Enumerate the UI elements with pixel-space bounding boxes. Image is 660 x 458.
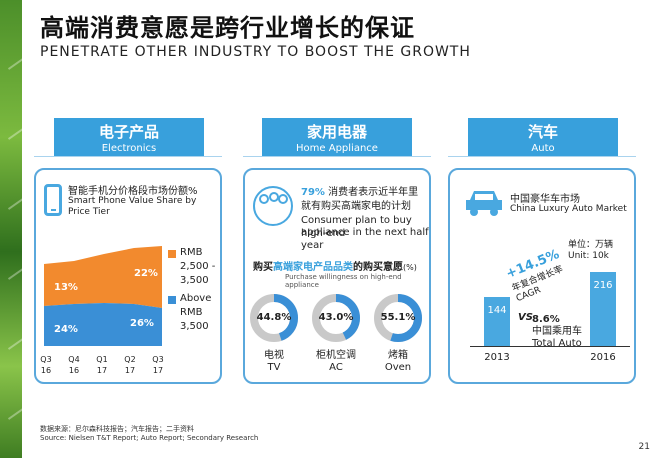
donut-charts bbox=[250, 294, 422, 342]
legend-mid-label: RMB 2,500 - 3,500 bbox=[180, 247, 216, 286]
page-title: 高端消费意愿是跨行业增长的保证 bbox=[40, 14, 415, 42]
electronics-header: 电子产品 Electronics bbox=[54, 118, 204, 156]
auto-chart-title-en: China Luxury Auto Market bbox=[510, 204, 627, 214]
auto-panel: 中国豪华车市场 China Luxury Auto Market 单位：万辆 Un… bbox=[448, 168, 636, 384]
area-chart bbox=[44, 246, 162, 346]
willingness-question-en: Purchase willingness on high-end applian… bbox=[285, 273, 402, 289]
donut-label-ac: 柜机空调 AC bbox=[316, 350, 356, 373]
electronics-header-cn: 电子产品 bbox=[98, 123, 159, 141]
donut-value-ac: 43.0% bbox=[318, 312, 354, 323]
donut-label-oven: 烤箱 Oven bbox=[384, 350, 412, 373]
car-icon bbox=[466, 191, 502, 216]
home-appliance-panel: 79% 消费者表示近半年里 就有购买高端家电的计划 Consumer plan … bbox=[243, 168, 431, 384]
home-appliance-header: 家用电器 Home Appliance bbox=[262, 118, 412, 156]
home-header-en: Home Appliance bbox=[296, 143, 378, 154]
donut-fill-tv bbox=[250, 294, 298, 342]
x-tick: Q1 17 bbox=[96, 355, 108, 375]
unit-label: 单位：万辆 Unit: 10k bbox=[568, 240, 614, 261]
electronics-panel: 智能手机分价格段市场份额% Smart Phone Value Share by… bbox=[34, 168, 222, 384]
electronics-chart-title-cn: 智能手机分价格段市场份额% bbox=[68, 186, 198, 197]
source-en: Source: Nielsen T&T Report; Auto Report;… bbox=[40, 434, 259, 442]
area-high-tier bbox=[44, 303, 162, 346]
donut-value-oven: 55.1% bbox=[380, 312, 416, 323]
survey-line-2: 就有购买高端家电的计划 bbox=[301, 201, 411, 212]
vs-label: VS bbox=[518, 312, 533, 323]
electronics-header-en: Electronics bbox=[101, 143, 157, 154]
legend-high-swatch bbox=[168, 296, 176, 304]
donut-fill-oven bbox=[374, 294, 422, 342]
high-end-label: 26% bbox=[130, 318, 154, 329]
donut-value-tv: 44.8% bbox=[256, 312, 292, 323]
auto-header: 汽车 Auto bbox=[468, 118, 618, 156]
bar-value-2016: 216 bbox=[593, 280, 613, 291]
legend-high-label: Above RMB 3,500 bbox=[180, 293, 212, 332]
electronics-chart-title-en: Smart Phone Value Share by Price Tier bbox=[68, 196, 197, 217]
willingness-question-cn: 购买高端家电产品品类的购买意愿(%) bbox=[253, 262, 417, 273]
cagr-label: +14.5% 年复合增长率 CAGR bbox=[504, 247, 565, 305]
mid-end-label: 22% bbox=[134, 268, 158, 279]
total-auto-label: 8.6% 中国乘用车 Total Auto bbox=[532, 314, 582, 349]
bar-value-2013: 144 bbox=[487, 304, 507, 316]
survey-line-4: appliance in the next half year bbox=[301, 227, 429, 251]
x-tick: Q2 17 bbox=[124, 355, 136, 375]
auto-header-en: Auto bbox=[531, 143, 555, 154]
home-header-cn: 家用电器 bbox=[306, 123, 367, 141]
bar-year-2013: 2013 bbox=[484, 352, 510, 363]
bar-2013 bbox=[484, 296, 510, 346]
x-tick: Q3 17 bbox=[152, 355, 164, 375]
high-start-label: 24% bbox=[54, 324, 78, 335]
survey-line-3: Consumer plan to buy high-end bbox=[301, 215, 412, 239]
consumers-icon bbox=[253, 186, 293, 226]
slide-content: 高端消费意愿是跨行业增长的保证 PENETRATE OTHER INDUSTRY… bbox=[22, 0, 660, 458]
auto-chart-title-cn: 中国豪华车市场 bbox=[510, 194, 580, 205]
page-number: 21 bbox=[638, 442, 650, 452]
mid-start-label: 13% bbox=[54, 282, 78, 293]
baseline bbox=[470, 346, 630, 347]
area-mid-tier bbox=[44, 246, 162, 308]
auto-header-cn: 汽车 bbox=[527, 123, 558, 141]
donut-fill-ac bbox=[312, 294, 360, 342]
legend-mid-swatch bbox=[168, 250, 176, 258]
x-tick: Q4 16 bbox=[68, 355, 80, 375]
source-cn: 数据来源：尼尔森科技报告；汽车报告；二手资料 bbox=[40, 425, 194, 433]
smartphone-icon bbox=[44, 184, 62, 216]
bar-2016 bbox=[590, 272, 616, 346]
x-tick: Q3 16 bbox=[40, 355, 52, 375]
survey-line-1: 79% 消费者表示近半年里 bbox=[301, 187, 419, 198]
bar-year-2016: 2016 bbox=[590, 352, 616, 363]
page-subtitle: PENETRATE OTHER INDUSTRY TO BOOST THE GR… bbox=[40, 44, 471, 60]
donut-label-tv: 电视 TV bbox=[264, 350, 284, 373]
